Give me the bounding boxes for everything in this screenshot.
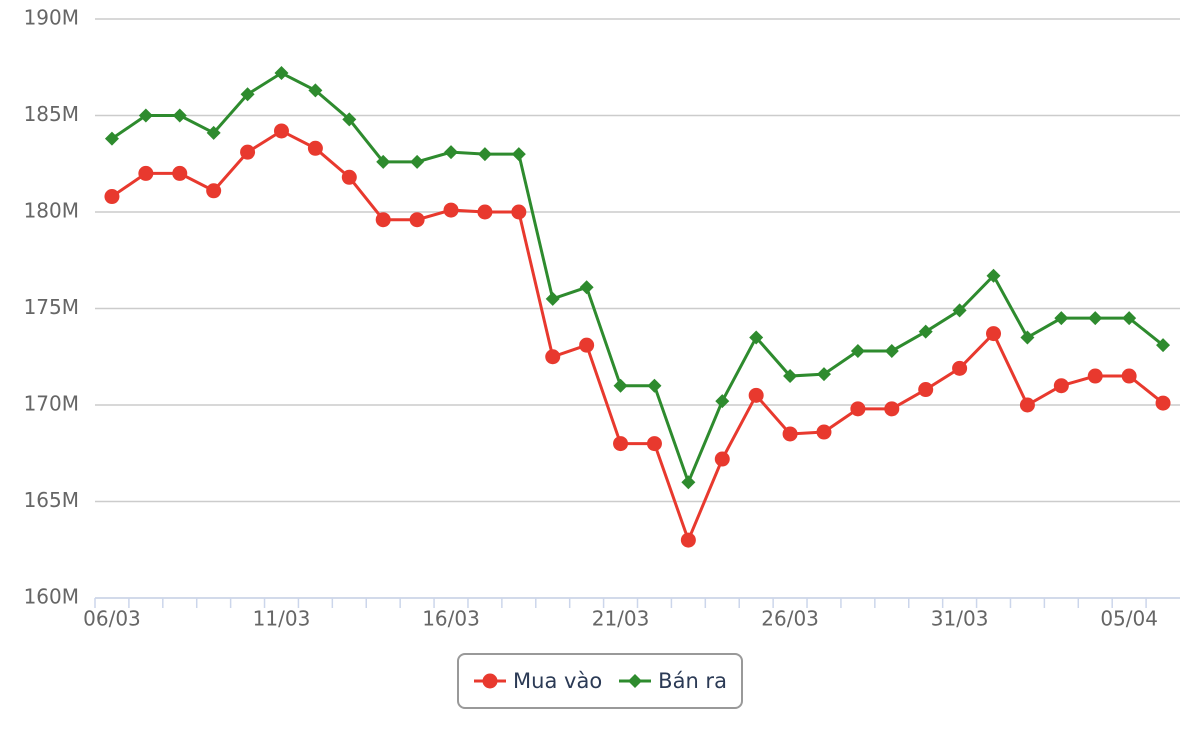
point (206, 183, 222, 199)
y-tick-label: 180M (24, 199, 79, 223)
legend-marker (628, 674, 643, 688)
x-tick-label: 26/03 (761, 607, 819, 631)
point (545, 349, 561, 365)
point (1054, 311, 1069, 326)
point (1122, 311, 1137, 326)
point (918, 382, 934, 398)
point (274, 66, 289, 81)
point (647, 378, 662, 393)
y-tick-label: 175M (24, 295, 79, 319)
point (240, 87, 255, 102)
point (307, 140, 323, 156)
point (104, 131, 119, 146)
point (273, 123, 289, 139)
point (1019, 397, 1035, 413)
point (409, 212, 425, 228)
legend-label: Mua vào (513, 669, 603, 693)
point (579, 280, 594, 295)
point (850, 343, 865, 358)
y-tick-label: 170M (24, 392, 79, 416)
point (1053, 378, 1069, 394)
point (1121, 368, 1137, 384)
legend-item[interactable]: Bán ra (618, 669, 727, 693)
point (511, 147, 526, 162)
point (918, 324, 933, 339)
point (884, 343, 899, 358)
point (240, 144, 256, 160)
point (1155, 395, 1171, 411)
point (952, 303, 967, 318)
point (850, 401, 866, 417)
point (1088, 311, 1103, 326)
x-tick-label: 31/03 (931, 607, 989, 631)
x-tick-label: 06/03 (83, 607, 141, 631)
point (816, 424, 832, 440)
x-tick-label: 21/03 (592, 607, 650, 631)
point (172, 108, 187, 123)
x-tick-label: 16/03 (422, 607, 480, 631)
legend-icon (474, 673, 507, 689)
point (986, 326, 1002, 342)
point (410, 154, 425, 169)
point (782, 426, 798, 442)
y-tick-label: 165M (24, 488, 79, 512)
point (816, 367, 831, 382)
legend-item[interactable]: Mua vào (473, 669, 602, 693)
point (206, 125, 221, 140)
series (104, 123, 1171, 548)
point (986, 268, 1001, 283)
point (714, 451, 730, 467)
line (111, 71, 1164, 487)
point (308, 83, 323, 98)
point (783, 369, 798, 384)
point (545, 291, 560, 306)
point (375, 212, 391, 228)
point (138, 108, 153, 123)
point (884, 401, 900, 417)
legend-icon (619, 674, 652, 688)
point (341, 169, 357, 185)
line (111, 129, 1164, 545)
point (376, 154, 391, 169)
point (477, 204, 493, 220)
point (1156, 338, 1171, 353)
point (613, 378, 628, 393)
legend-box: Mua vào Bán ra (457, 653, 743, 709)
x-tick-label: 11/03 (253, 607, 311, 631)
legend: Mua vào Bán ra (0, 653, 1200, 709)
point (613, 436, 629, 452)
series (104, 66, 1171, 490)
point (1087, 368, 1103, 384)
point (680, 532, 696, 548)
legend-marker (482, 673, 498, 689)
point (511, 204, 527, 220)
y-tick-label: 190M (24, 6, 79, 30)
point (1020, 330, 1035, 345)
x-tick-label: 05/04 (1100, 607, 1158, 631)
point (444, 145, 459, 160)
point (443, 202, 459, 218)
point (172, 165, 188, 181)
point (579, 337, 595, 353)
point (952, 360, 968, 376)
point (749, 330, 764, 345)
chart: 160M 165M 170M 175M 180M 185M 190M 06/03 11/03 16… (24, 6, 1180, 631)
point (104, 189, 120, 205)
legend-label: Bán ra (658, 669, 727, 693)
point (138, 165, 154, 181)
point (477, 147, 492, 162)
y-tick-label: 160M (24, 585, 79, 609)
point (748, 387, 764, 403)
y-tick-label: 185M (24, 102, 79, 126)
point (681, 475, 696, 490)
point (342, 112, 357, 127)
point (646, 436, 662, 452)
point (715, 394, 730, 409)
